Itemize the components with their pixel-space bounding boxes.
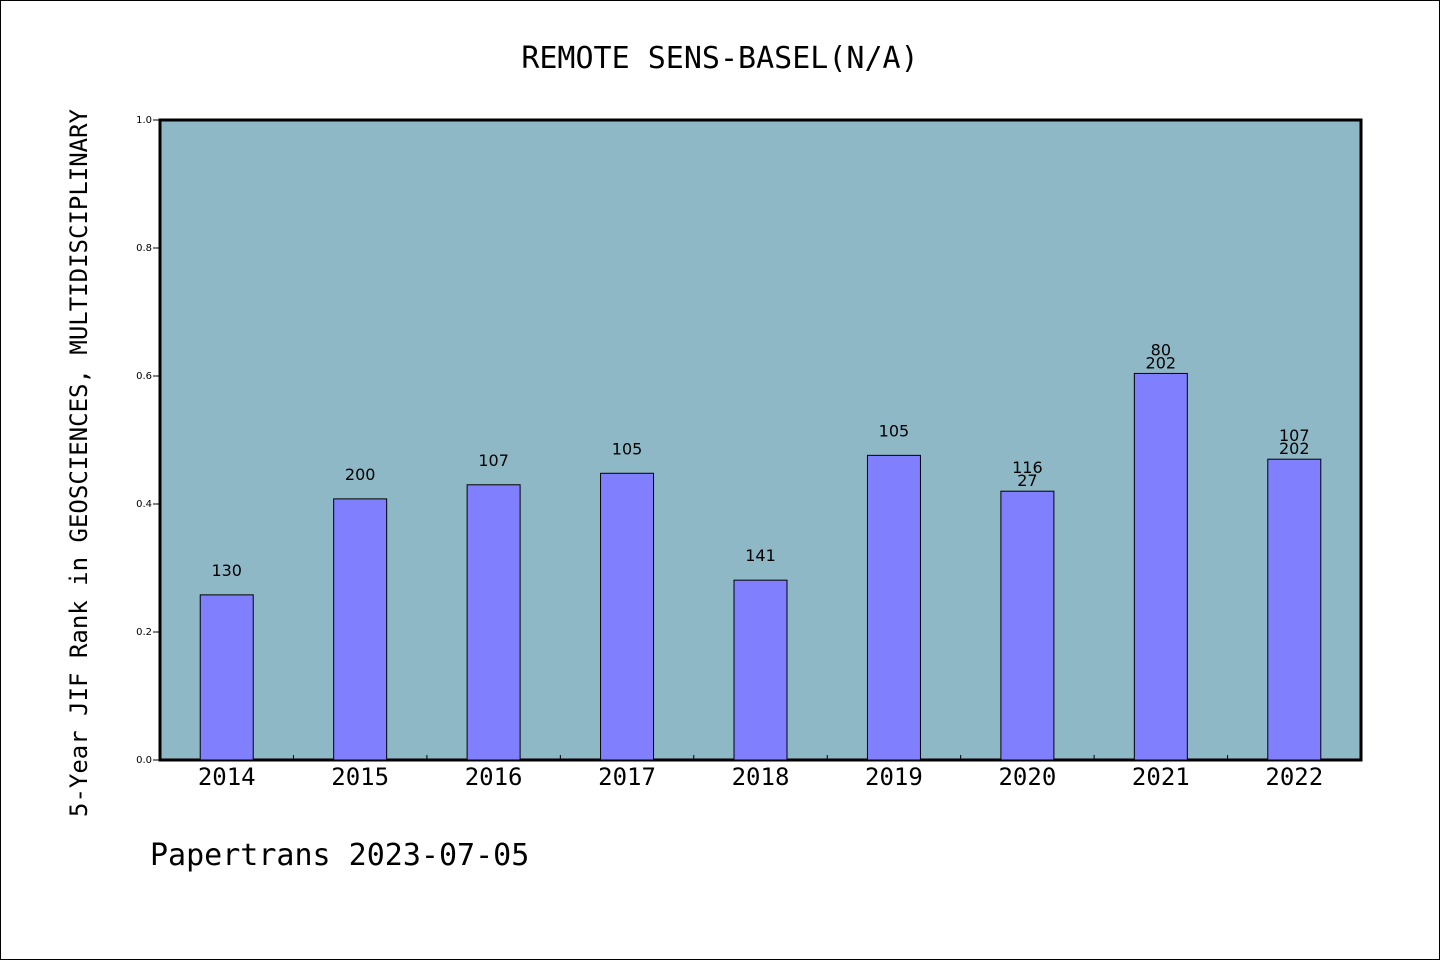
bar-value-label: 107 — [1279, 426, 1310, 445]
bar-value-label: 107 — [478, 451, 509, 470]
x-tick-label: 2018 — [732, 763, 790, 791]
bar-2015 — [333, 498, 388, 761]
bar-2014 — [199, 594, 254, 761]
bar-value-label: 116 — [1012, 458, 1043, 477]
bar-value-label: 130 — [211, 561, 242, 580]
bar-2019 — [866, 454, 921, 761]
bar-value-label: 200 — [345, 465, 376, 484]
bar-2020 — [1000, 490, 1055, 761]
x-tick-label: 2019 — [865, 763, 923, 791]
y-tick-label: 0.0 — [136, 755, 152, 766]
y-tick-label: 0.8 — [136, 243, 152, 254]
x-tick-label: 2020 — [998, 763, 1056, 791]
bar-value-label: 80 — [1151, 340, 1171, 359]
chart-title: REMOTE SENS-BASEL(N/A) — [521, 41, 918, 76]
y-axis-ticks: 0.0 0.2 0.4 0.6 0.8 1.0 — [136, 115, 160, 766]
x-tick-label: 2021 — [1132, 763, 1190, 791]
x-axis-ticks: 2014 2015 2016 2017 2018 2019 2020 2021 2022 — [198, 755, 1323, 791]
x-tick-label: 2022 — [1265, 763, 1323, 791]
bar-value-label: 202 — [1146, 353, 1177, 372]
bar-value-label: 141 — [745, 546, 776, 565]
bar-value-label: 105 — [879, 421, 910, 440]
bar-value-label: 27 — [1017, 471, 1037, 490]
bar-2018 — [733, 579, 788, 761]
bar-2022 — [1267, 458, 1322, 761]
x-tick-label: 2017 — [598, 763, 656, 791]
bar-value-label: 105 — [612, 439, 643, 458]
bar-2016 — [466, 484, 521, 761]
footer-credit: Papertrans 2023-07-05 — [150, 838, 529, 873]
bar-2017 — [600, 472, 655, 761]
y-tick-label: 0.2 — [136, 627, 152, 638]
y-tick-label: 1.0 — [136, 115, 152, 126]
bar-2021 — [1133, 372, 1188, 761]
bar-value-label: 202 — [1279, 439, 1310, 458]
x-tick-label: 2016 — [465, 763, 523, 791]
y-tick-label: 0.4 — [136, 499, 152, 510]
x-tick-label: 2014 — [198, 763, 256, 791]
x-tick-label: 2015 — [331, 763, 389, 791]
y-tick-label: 0.6 — [136, 371, 152, 382]
y-axis-label: 5-Year JIF Rank in GEOSCIENCES, MULTIDIS… — [65, 108, 93, 817]
